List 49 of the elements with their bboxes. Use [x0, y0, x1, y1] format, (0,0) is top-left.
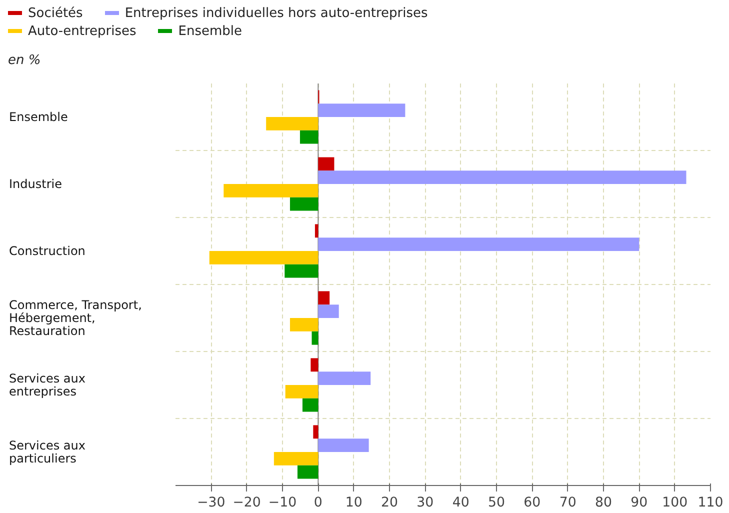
bar: [300, 130, 318, 144]
bar: [318, 157, 334, 171]
x-tick-label: 60: [524, 496, 541, 511]
x-tick-label: 50: [488, 496, 505, 511]
x-tick-label: 20: [381, 496, 398, 511]
bar: [310, 358, 318, 372]
x-tick-label: 40: [452, 496, 470, 511]
bar: [318, 291, 330, 305]
bar: [266, 117, 318, 131]
bar: [318, 238, 640, 252]
bar: [314, 224, 318, 238]
bar: [274, 452, 318, 466]
y-tick-label: Services aux entreprises: [9, 372, 86, 399]
x-tick-label: −20: [232, 496, 261, 511]
legend-label: Auto-entreprises: [28, 24, 136, 39]
bar: [318, 104, 406, 118]
bar: [285, 385, 318, 399]
x-tick-label: 110: [698, 496, 724, 511]
bar: [284, 264, 318, 278]
legend-label: Entreprises individuelles hors auto-entreprises: [124, 6, 428, 21]
y-tick-label: Services aux particuliers: [9, 438, 86, 466]
y-tick-label: Construction: [9, 244, 86, 258]
legend-label: Ensemble: [178, 24, 242, 39]
x-tick-label: 0: [314, 496, 322, 511]
bar: [290, 318, 318, 332]
y-tick-label: Commerce, Transport, Hébergement, Restauration: [9, 298, 142, 338]
y-tick-label: Industrie: [9, 177, 62, 192]
x-tick-label: 80: [595, 496, 612, 511]
bar: [312, 332, 318, 345]
bar: [318, 170, 686, 184]
bar: [224, 184, 318, 198]
x-tick-label: 100: [662, 496, 688, 511]
x-tick-label: −10: [268, 496, 297, 511]
x-tick-label: 70: [559, 496, 576, 511]
x-tick-label: 10: [345, 496, 362, 511]
bar: [290, 198, 318, 211]
bar: [209, 251, 318, 265]
y-tick-label: Ensemble: [9, 110, 68, 124]
bar: [318, 438, 369, 452]
x-tick-label: 90: [630, 496, 648, 511]
legend-label: Sociétés: [28, 6, 83, 21]
bar: [302, 398, 318, 412]
bar: [313, 425, 318, 439]
text: en %: [8, 52, 41, 70]
bar: [318, 304, 339, 318]
bar: [318, 372, 371, 386]
bar: [297, 466, 318, 479]
x-tick-label: −30: [197, 496, 226, 511]
x-tick-label: 30: [416, 496, 434, 511]
